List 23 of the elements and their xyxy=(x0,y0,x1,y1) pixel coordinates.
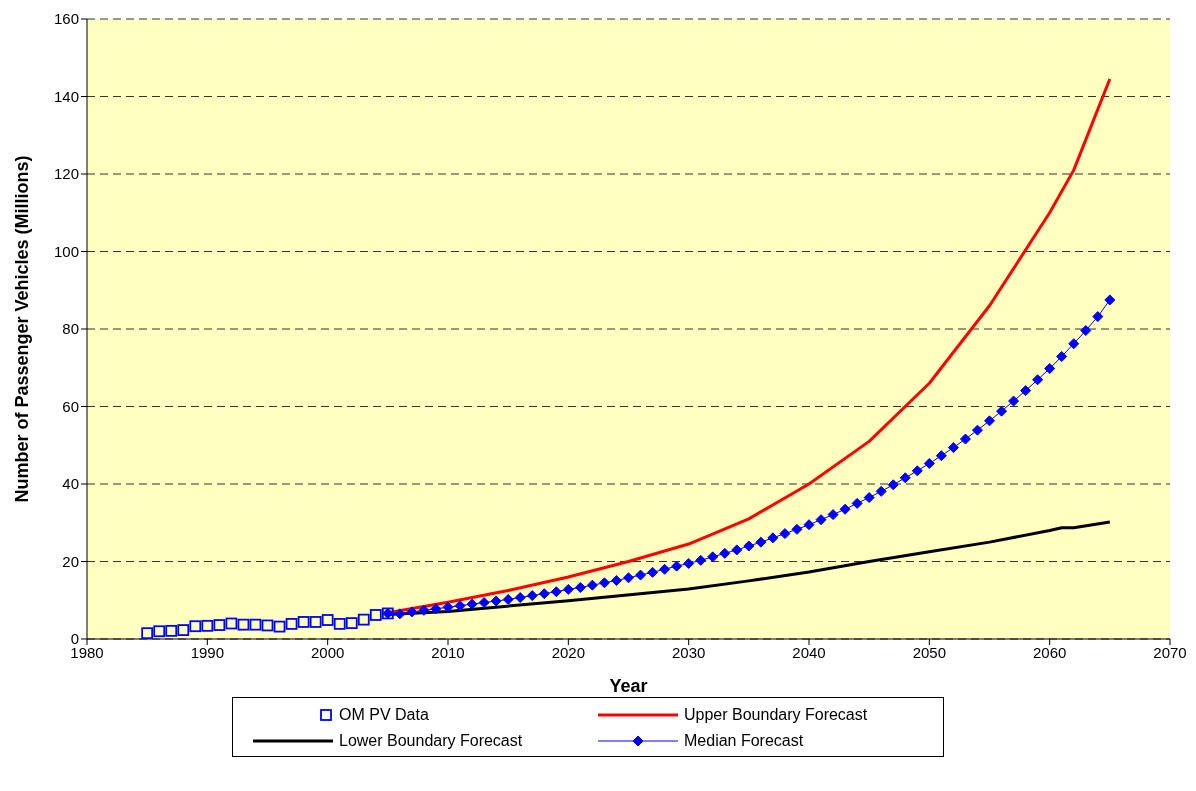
y-tick-label: 120 xyxy=(53,165,79,183)
x-tick-label: 2040 xyxy=(792,643,826,661)
x-tick-label: 2020 xyxy=(551,643,586,661)
y-tick-label: 160 xyxy=(53,10,79,28)
x-axis-title: Year xyxy=(609,676,648,696)
legend-label: OM PV Data xyxy=(339,706,429,724)
y-axis-title: Number of Passenger Vehicles (Millions) xyxy=(12,155,33,503)
x-tick-label: 2000 xyxy=(310,643,345,661)
legend-label: Median Forecast xyxy=(684,732,804,750)
y-tick-label: 60 xyxy=(62,397,79,415)
x-tick-label: 2030 xyxy=(671,643,706,661)
legend-label: Upper Boundary Forecast xyxy=(684,706,868,724)
x-tick-label: 2050 xyxy=(912,643,947,661)
x-tick-label: 2070 xyxy=(1153,643,1187,661)
legend-label: Lower Boundary Forecast xyxy=(339,732,523,750)
x-tick-label: 2060 xyxy=(1032,643,1067,661)
y-tick-label: 140 xyxy=(53,87,79,105)
x-tick-label: 2010 xyxy=(431,643,465,661)
y-tick-label: 20 xyxy=(62,552,79,570)
y-tick-label: 40 xyxy=(62,475,79,493)
y-tick-label: 100 xyxy=(53,242,79,260)
y-tick-label: 80 xyxy=(62,320,79,338)
x-tick-label: 1990 xyxy=(190,643,225,661)
